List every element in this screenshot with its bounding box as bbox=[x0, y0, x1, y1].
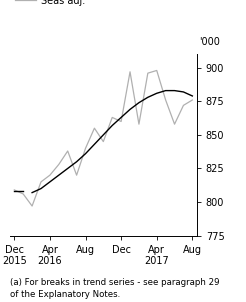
Legend: Trend(a), Seas adj.: Trend(a), Seas adj. bbox=[15, 0, 85, 5]
Text: (a) For breaks in trend series - see paragraph 29
of the Explanatory Notes.: (a) For breaks in trend series - see par… bbox=[10, 278, 219, 299]
Text: '000: '000 bbox=[199, 37, 219, 47]
